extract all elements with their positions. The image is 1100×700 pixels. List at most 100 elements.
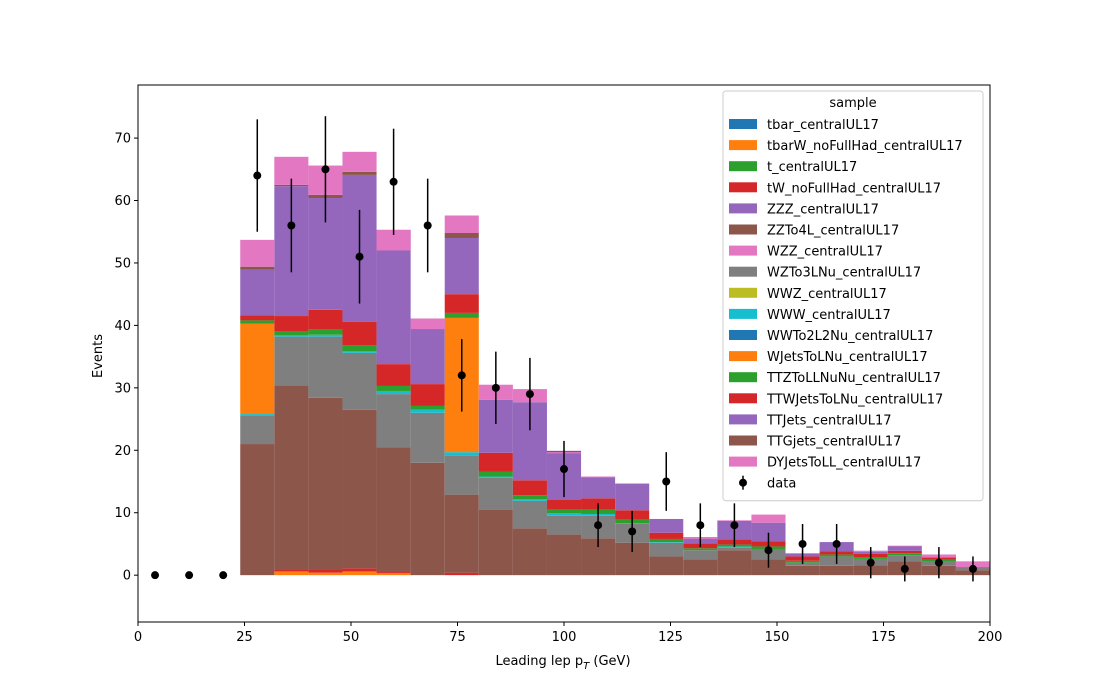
- legend-label: data: [767, 477, 796, 492]
- bar-DYJetsToLL_centralUL17-bin-19: [887, 545, 922, 547]
- bar-WWW_centralUL17-bin-2: [308, 334, 343, 337]
- bar-WJetsToLNu_centralUL17-bin-0: [240, 323, 275, 415]
- bar-DYJetsToLL_centralUL17-bin-15: [751, 514, 786, 523]
- bar-TTGjets_centralUL17-bin-6: [444, 232, 479, 238]
- data-points: [151, 116, 977, 582]
- y-tick-label: 0: [123, 569, 131, 584]
- legend-swatch: [729, 456, 757, 467]
- legend-label: tbarW_noFullHad_centralUL17: [767, 139, 963, 154]
- bar-TTZToLLNuNu_centralUL17-bin-12: [649, 538, 684, 543]
- bar-TTWJetsToLNu_centralUL17-bin-4: [376, 364, 411, 386]
- legend-label: t_centralUL17: [767, 160, 857, 175]
- legend-label: TTGjets_centralUL17: [766, 435, 901, 450]
- bar-tW_noFullHad_centralUL17-bin-6: [444, 572, 479, 576]
- data-point: [253, 171, 262, 180]
- bar-WWW_centralUL17-bin-9: [546, 513, 582, 516]
- x-axis-ticks: 0 25 50 75 100 125 150 175 200: [134, 622, 1002, 645]
- bar-ZZTo4L_centralUL17-bin-13: [683, 559, 718, 576]
- data-point: [628, 527, 637, 536]
- legend-items: tbar_centralUL17 tbarW_noFullHad_centralU…: [729, 118, 963, 492]
- bar-tbarW_noFullHad_centralUL17-bin-1: [274, 571, 309, 576]
- bar-WWW_centralUL17-bin-8: [512, 498, 547, 501]
- data-point: [355, 252, 364, 261]
- bar-WWW_centralUL17-bin-0: [240, 414, 275, 416]
- bar-TTZToLLNuNu_centralUL17-bin-4: [376, 385, 411, 391]
- bar-TTZToLLNuNu_centralUL17-bin-19: [887, 553, 922, 556]
- legend-label: WWTo2L2Nu_centralUL17: [767, 329, 933, 344]
- legend-swatch: [729, 224, 757, 235]
- legend-swatch: [729, 393, 757, 404]
- bar-TTWJetsToLNu_centralUL17-bin-8: [512, 480, 547, 496]
- bar-ZZTo4L_centralUL17-bin-4: [376, 447, 411, 573]
- bar-DYJetsToLL_centralUL17-bin-4: [376, 229, 411, 251]
- data-point: [219, 571, 228, 580]
- bar-TTGjets_centralUL17-bin-3: [342, 171, 377, 175]
- y-tick-label: 50: [114, 256, 131, 271]
- bar-TTJets_centralUL17-bin-5: [410, 318, 445, 385]
- bar-WWW_centralUL17-bin-5: [410, 409, 445, 413]
- legend-label: WWW_centralUL17: [767, 308, 891, 323]
- bar-TTWJetsToLNu_centralUL17-bin-12: [649, 532, 684, 539]
- bar-ZZTo4L_centralUL17-bin-5: [410, 462, 445, 576]
- bar-tbarW_noFullHad_centralUL17-bin-4: [376, 573, 411, 576]
- bar-TTWJetsToLNu_centralUL17-bin-0: [240, 315, 275, 321]
- bar-WWW_centralUL17-bin-12: [649, 542, 684, 543]
- bar-WZTo3LNu_centralUL17-bin-13: [683, 550, 718, 560]
- x-tick-label: 50: [343, 630, 360, 645]
- bar-WZTo3LNu_centralUL17-bin-12: [649, 542, 684, 557]
- bar-TTGjets_centralUL17-bin-10: [581, 477, 616, 478]
- data-point: [798, 539, 807, 548]
- bar-WZTo3LNu_centralUL17-bin-9: [546, 515, 582, 535]
- bar-TTZToLLNuNu_centralUL17-bin-7: [478, 471, 513, 477]
- bar-WZTo3LNu_centralUL17-bin-6: [444, 455, 479, 495]
- bar-WZTo3LNu_centralUL17-bin-5: [410, 412, 445, 463]
- bar-WZTo3LNu_centralUL17-bin-3: [342, 352, 377, 410]
- x-tick-label: 125: [658, 630, 683, 645]
- legend-label: TTJets_centralUL17: [766, 413, 892, 428]
- bar-WWW_centralUL17-bin-1: [274, 335, 309, 337]
- bar-WZTo3LNu_centralUL17-bin-14: [717, 547, 752, 551]
- bar-tbarW_noFullHad_centralUL17-bin-2: [308, 572, 343, 576]
- legend-swatch: [729, 182, 757, 193]
- data-point: [423, 221, 432, 230]
- bar-ZZTo4L_centralUL17-bin-16: [785, 565, 820, 576]
- bar-TTJets_centralUL17-bin-10: [581, 477, 616, 499]
- data-point: [491, 383, 500, 392]
- bar-TTZToLLNuNu_centralUL17-bin-2: [308, 329, 343, 335]
- bar-DYJetsToLL_centralUL17-bin-3: [342, 151, 377, 172]
- bar-WWW_centralUL17-bin-6: [444, 452, 479, 456]
- bar-ZZTo4L_centralUL17-bin-0: [240, 444, 275, 576]
- y-tick-label: 30: [114, 381, 131, 396]
- data-point: [832, 539, 841, 548]
- legend-swatch: [729, 330, 757, 340]
- legend-swatch: [729, 140, 757, 151]
- x-axis-label-subscript: T: [583, 661, 590, 672]
- legend-swatch: [729, 435, 757, 446]
- x-axis-label: Leading lep pT (GeV): [495, 654, 630, 672]
- bar-ZZTo4L_centralUL17-bin-14: [717, 550, 752, 576]
- bar-TTJets_centralUL17-bin-15: [751, 522, 786, 542]
- legend-data-marker: [739, 478, 747, 487]
- bar-tbarW_noFullHad_centralUL17-bin-3: [342, 571, 377, 576]
- bar-TTWJetsToLNu_centralUL17-bin-3: [342, 321, 377, 346]
- legend-swatch: [729, 266, 757, 277]
- bar-ZZTo4L_centralUL17-bin-3: [342, 409, 377, 569]
- bar-DYJetsToLL_centralUL17-bin-11: [615, 483, 650, 485]
- bar-TTWJetsToLNu_centralUL17-bin-19: [887, 550, 922, 554]
- legend-label: WJetsToLNu_centralUL17: [767, 350, 928, 365]
- bar-TTJets_centralUL17-bin-12: [649, 518, 684, 533]
- bar-ZZTo4L_centralUL17-bin-12: [649, 556, 684, 576]
- bar-WWW_centralUL17-bin-3: [342, 351, 377, 353]
- data-point: [457, 371, 466, 380]
- bar-tW_noFullHad_centralUL17-bin-4: [376, 572, 411, 574]
- bar-TTJets_centralUL17-bin-11: [615, 484, 650, 511]
- legend: sample tbar_centralUL17 tbarW_noFullHad_c…: [722, 90, 984, 502]
- bar-ZZTo4L_centralUL17-bin-1: [274, 385, 309, 570]
- y-axis-label: Events: [91, 334, 106, 378]
- legend-label: WZTo3LNu_centralUL17: [767, 266, 921, 281]
- legend-box: [722, 90, 984, 502]
- x-tick-label: 150: [765, 630, 790, 645]
- data-point: [662, 477, 671, 486]
- legend-swatch: [729, 245, 757, 256]
- y-axis-ticks: 0 10 20 30 40 50 60 70: [114, 132, 138, 584]
